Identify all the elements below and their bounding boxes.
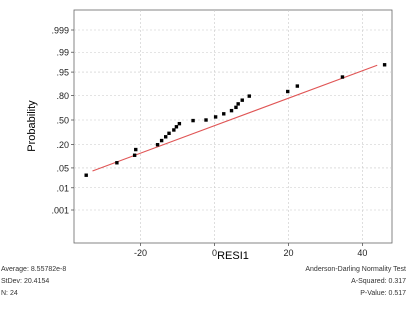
data-point [159, 138, 164, 143]
data-point [213, 115, 218, 119]
data-point [172, 128, 176, 132]
y-tick-label: .999 [51, 26, 69, 36]
gridlines [74, 10, 392, 243]
stat-n: N: 24 [1, 290, 18, 297]
stat-average: Average: 8.55782e-8 [1, 266, 67, 273]
data-point [234, 105, 238, 110]
y-tick-label: .001 [51, 206, 69, 216]
stat-stdev: StDev: 20.4154 [1, 278, 50, 285]
y-tick-label: .80 [56, 91, 69, 101]
data-point [204, 118, 208, 122]
x-tick-label: 20 [283, 248, 293, 258]
x-axis-label: RESI1 [217, 250, 249, 262]
plot-area [73, 9, 393, 244]
fit-line [92, 64, 378, 172]
x-tick-label: -20 [134, 248, 147, 258]
data-point [155, 143, 160, 147]
data-point [167, 131, 171, 135]
data-point [115, 161, 119, 165]
y-axis-ticks: .001 .01 .05 .20 .50 .80 .95 .99 .999 [51, 26, 74, 216]
data-point [340, 75, 345, 79]
y-axis-label: Probability [26, 100, 38, 152]
data-point [164, 135, 168, 139]
y-tick-label: .95 [56, 68, 69, 78]
data-point [191, 118, 195, 123]
data-point [177, 121, 182, 126]
stat-test-name: Anderson-Darling Normality Test [305, 266, 406, 273]
y-tick-label: .20 [56, 140, 69, 150]
data-point [84, 173, 88, 177]
data-point [236, 102, 240, 106]
data-point [247, 94, 251, 98]
data-point [240, 98, 244, 102]
x-tick-label: 40 [357, 248, 367, 258]
data-point [132, 153, 137, 157]
y-tick-label: .05 [56, 163, 69, 173]
data-point [286, 89, 290, 94]
data-points [84, 63, 387, 177]
data-point [229, 108, 234, 113]
x-tick-label: 0 [212, 248, 217, 258]
y-tick-label: .01 [56, 183, 69, 193]
y-tick-label: .50 [56, 116, 69, 126]
stat-p-value: P-Value: 0.517 [360, 290, 406, 297]
data-point [382, 63, 387, 67]
x-axis-ticks: -20 0 20 40 [134, 243, 367, 258]
data-point [174, 125, 179, 129]
data-point [134, 147, 138, 152]
stat-a-squared: A-Squared: 0.317 [351, 278, 406, 285]
data-point [222, 112, 226, 116]
data-point [295, 84, 300, 88]
y-tick-label: .99 [56, 48, 69, 58]
